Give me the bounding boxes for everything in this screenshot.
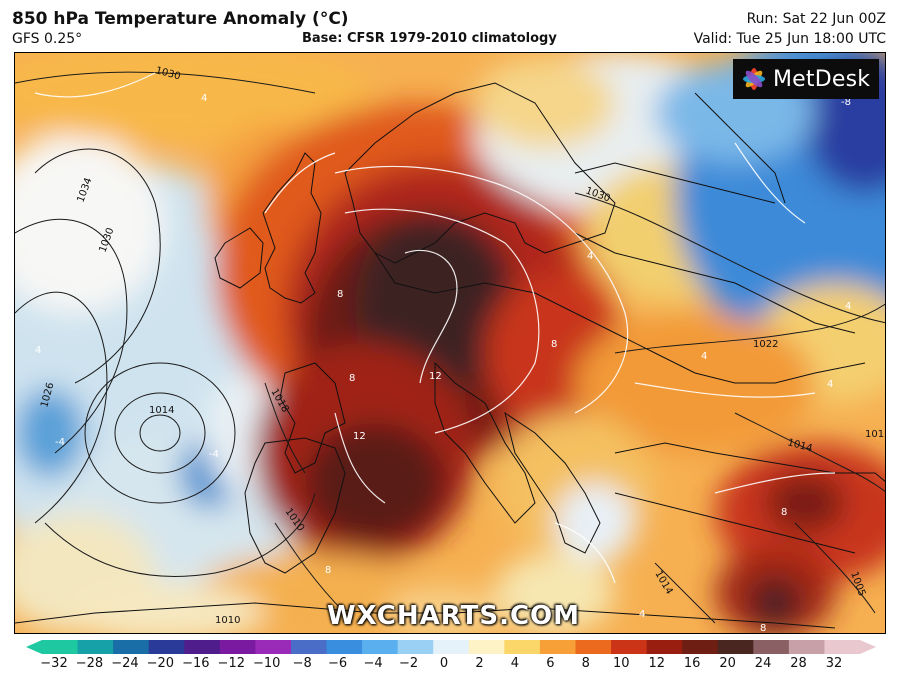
colorbar-tick-label: −24	[111, 656, 139, 671]
colorbar-cell	[753, 640, 790, 654]
colorbar-cell	[824, 640, 861, 654]
colorbar-tick-label: 12	[648, 656, 665, 671]
colorbar-cell	[184, 640, 221, 654]
metdesk-logo-text: MetDesk	[773, 66, 871, 92]
coastlines	[15, 82, 885, 629]
colorbar-cell	[362, 640, 399, 654]
colorbar-tick-label: −12	[217, 656, 245, 671]
colorbar-tick-label: −4	[363, 656, 383, 671]
colorbar-cell	[646, 640, 683, 654]
colorbar-cell	[717, 640, 754, 654]
colorbar-cell	[682, 640, 719, 654]
colorbar-cell	[290, 640, 328, 654]
isobars	[15, 71, 885, 624]
map-canvas: 1030 1034 1030 1026 1014 1018 1010 1030 …	[15, 53, 885, 634]
colorbar-cell	[42, 640, 79, 654]
colorbar-arrow-right	[860, 640, 876, 654]
colorbar-tick-label: 32	[825, 656, 843, 671]
chart-title: 850 hPa Temperature Anomaly (°C)	[12, 9, 349, 29]
run-time-label: Run: Sat 22 Jun 00Z	[746, 11, 886, 27]
anomaly-label: 4	[827, 379, 833, 390]
anomaly-label: 8	[349, 373, 355, 384]
isobar-label: 1014	[149, 405, 174, 416]
colorbar-cell	[539, 640, 576, 654]
colorbar-tick-label: −8	[292, 656, 312, 671]
colorbar-tick-label: −6	[328, 656, 348, 671]
colorbar-cell	[255, 640, 292, 654]
anomaly-map: 1030 1034 1030 1026 1014 1018 1010 1030 …	[14, 52, 886, 634]
colorbar-tick-label: 24	[754, 656, 772, 671]
colorbar-tick-label: 2	[475, 656, 484, 671]
anomaly-label: 4	[639, 609, 645, 620]
anomaly-label: 12	[353, 431, 366, 442]
wxcharts-watermark: WXCHARTS.COM	[327, 601, 581, 631]
colorbar-cell	[504, 640, 541, 654]
colorbar-tick-label: −32	[40, 656, 68, 671]
colorbar-tick-label: 16	[683, 656, 701, 671]
anomaly-label: 8	[760, 623, 766, 634]
colorbar-cell	[397, 640, 434, 654]
isobar-label: 101	[865, 429, 884, 440]
anomaly-label: 4	[701, 351, 707, 362]
colorbar-tick-label: −16	[182, 656, 210, 671]
colorbar-tick-label: 28	[790, 656, 807, 671]
anomaly-labels: 12 12 8 8 8 8 8 -4 -4 -8 4 4 4 4 4 4 4 8	[35, 93, 851, 634]
colorbar-cell	[113, 640, 150, 654]
isobar-label: 1022	[753, 339, 778, 350]
colorbar-tick-label: 8	[581, 656, 590, 671]
anomaly-label: 12	[429, 371, 442, 382]
anomaly-label: 4	[845, 301, 851, 312]
colorbar-arrow-left	[26, 640, 42, 654]
metdesk-logo-icon	[743, 68, 765, 90]
colorbar-tick-label: −10	[253, 656, 281, 671]
colorbar-tick-label: −28	[75, 656, 104, 671]
anomaly-label: 8	[781, 507, 787, 518]
model-label: GFS 0.25°	[12, 31, 83, 47]
anomaly-contours	[34, 72, 836, 584]
anomaly-label: 8	[551, 339, 557, 350]
colorbar-tick-label: 6	[546, 656, 555, 671]
anomaly-label: 8	[325, 565, 331, 576]
colorbar-cell	[219, 640, 256, 654]
anomaly-label: -8	[841, 97, 851, 108]
colorbar-cell	[148, 640, 185, 654]
anomaly-label: -4	[55, 437, 65, 448]
colorbar-ticks: −32 −28 −24 −20 −16 −12 −10 −8 −6 −4 −2 0 2 4 6 8 10 12 16…	[0, 656, 900, 676]
colorbar	[26, 640, 876, 654]
colorbar-tick-label: 10	[612, 656, 630, 671]
colorbar-tick-label: 20	[719, 656, 736, 671]
colorbar-cell	[77, 640, 114, 654]
colorbar-cell	[433, 640, 470, 654]
colorbar-cell	[468, 640, 505, 654]
colorbar-cell	[788, 640, 825, 654]
metdesk-logo: MetDesk	[733, 59, 879, 99]
isobar-label: 1010	[215, 615, 240, 626]
anomaly-label: 4	[587, 251, 593, 262]
colorbar-cell	[575, 640, 612, 654]
colorbar-tick-label: 4	[510, 656, 520, 671]
anomaly-label: 8	[337, 289, 343, 300]
anomaly-label: 4	[35, 345, 41, 356]
anomaly-label: -4	[209, 449, 219, 460]
colorbar-tick-label: 0	[439, 656, 449, 671]
colorbar-cell	[326, 640, 363, 654]
valid-time-label: Valid: Tue 25 Jun 18:00 UTC	[693, 31, 886, 47]
anomaly-label: 4	[201, 93, 207, 104]
colorbar-tick-label: −20	[146, 656, 175, 671]
header: 850 hPa Temperature Anomaly (°C) GFS 0.2…	[0, 0, 900, 52]
colorbar-cell	[611, 640, 648, 654]
colorbar-tick-label: −2	[398, 656, 419, 671]
climatology-base-label: Base: CFSR 1979-2010 climatology	[302, 31, 557, 46]
